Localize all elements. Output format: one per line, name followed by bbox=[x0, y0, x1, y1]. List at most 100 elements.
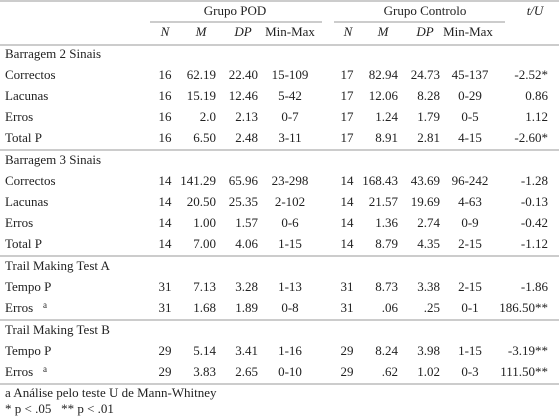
cell: -1.86 bbox=[521, 279, 549, 294]
cell: 1.12 bbox=[525, 109, 548, 124]
footnote: a Análise pelo teste U de Mann-Whitney bbox=[5, 385, 217, 400]
cell: 16 bbox=[159, 130, 173, 145]
cell: 15.19 bbox=[187, 88, 216, 103]
cell: 141.29 bbox=[180, 173, 216, 188]
row-label: Erros bbox=[5, 300, 33, 315]
cell: 14 bbox=[159, 236, 173, 251]
cell: 29 bbox=[159, 343, 172, 358]
column-header: N bbox=[343, 24, 354, 39]
cell: 0.86 bbox=[525, 88, 548, 103]
cell: 43.69 bbox=[411, 173, 440, 188]
cell: 14 bbox=[159, 194, 173, 209]
row-label: Total P bbox=[5, 130, 42, 145]
cell: 17 bbox=[341, 109, 355, 124]
cell: .62 bbox=[382, 364, 398, 379]
cell: 0-3 bbox=[461, 364, 478, 379]
cell: 2-102 bbox=[275, 194, 305, 209]
cell: 111.50** bbox=[500, 364, 548, 379]
cell: 186.50** bbox=[499, 300, 548, 315]
cell: 12.46 bbox=[229, 88, 259, 103]
column-header: DP bbox=[415, 24, 433, 39]
row-label: Erros bbox=[5, 215, 33, 230]
cell: 16 bbox=[159, 67, 173, 82]
cell: 3-11 bbox=[278, 130, 301, 145]
cell: -3.19** bbox=[508, 343, 548, 358]
cell: -1.28 bbox=[521, 173, 548, 188]
cell: 2.48 bbox=[235, 130, 258, 145]
cell: 16 bbox=[159, 88, 173, 103]
cell: 31 bbox=[341, 279, 354, 294]
column-header: M bbox=[195, 24, 208, 39]
cell: -1.12 bbox=[521, 236, 548, 251]
cell: 14 bbox=[159, 173, 173, 188]
cell: 8.79 bbox=[375, 236, 398, 251]
cell: 5-42 bbox=[278, 88, 302, 103]
column-header: N bbox=[160, 24, 171, 39]
group-header: Grupo Controlo bbox=[384, 3, 467, 18]
cell: 14 bbox=[159, 215, 173, 230]
cell: 0-8 bbox=[281, 300, 298, 315]
cell: 0-1 bbox=[461, 300, 478, 315]
row-label: Tempo P bbox=[5, 279, 51, 294]
cell: 4-63 bbox=[458, 194, 482, 209]
cell: 19.69 bbox=[411, 194, 440, 209]
section-title: Barragem 2 Sinais bbox=[5, 46, 101, 61]
cell: 1.89 bbox=[235, 300, 258, 315]
row-label: Correctos bbox=[5, 67, 56, 82]
row-label: Erros bbox=[5, 109, 33, 124]
cell: 8.28 bbox=[417, 88, 440, 103]
row-label: Lacunas bbox=[5, 88, 48, 103]
cell: 7.13 bbox=[193, 279, 216, 294]
cell: 62.19 bbox=[187, 67, 216, 82]
cell: 8.91 bbox=[375, 130, 398, 145]
cell: -2.52* bbox=[514, 67, 548, 82]
row-label: Lacunas bbox=[5, 194, 48, 209]
cell: 31 bbox=[159, 300, 172, 315]
cell: 17 bbox=[341, 88, 355, 103]
cell: 29 bbox=[341, 364, 354, 379]
cell: 1.79 bbox=[417, 109, 440, 124]
cell: 0-7 bbox=[281, 109, 299, 124]
cell: 2-15 bbox=[458, 236, 482, 251]
cell: 1.36 bbox=[375, 215, 398, 230]
cell: 4.35 bbox=[417, 236, 440, 251]
cell: 6.50 bbox=[193, 130, 216, 145]
cell: 2.74 bbox=[417, 215, 440, 230]
cell: 4.06 bbox=[235, 236, 258, 251]
cell: 82.94 bbox=[369, 67, 399, 82]
cell: 3.28 bbox=[235, 279, 258, 294]
column-header: M bbox=[377, 24, 390, 39]
cell: 17 bbox=[341, 67, 355, 82]
cell: -0.42 bbox=[521, 215, 548, 230]
cell: 14 bbox=[341, 173, 355, 188]
cell: 1-15 bbox=[278, 236, 302, 251]
cell: .06 bbox=[382, 300, 399, 315]
section-title: Trail Making Test A bbox=[5, 258, 111, 273]
cell: 2-15 bbox=[458, 279, 482, 294]
cell: 45-137 bbox=[452, 67, 489, 82]
cell: 24.73 bbox=[411, 67, 440, 82]
cell: 15-109 bbox=[272, 67, 309, 82]
cell: 2.65 bbox=[235, 364, 258, 379]
row-label: Tempo P bbox=[5, 343, 51, 358]
cell: 17 bbox=[341, 130, 355, 145]
cell: 31 bbox=[341, 300, 354, 315]
cell: 23-298 bbox=[272, 173, 309, 188]
cell: -0.13 bbox=[521, 194, 548, 209]
column-header: DP bbox=[233, 24, 251, 39]
cell: 5.14 bbox=[193, 343, 216, 358]
row-label: Total P bbox=[5, 236, 42, 251]
cell: 20.50 bbox=[187, 194, 216, 209]
cell: 168.43 bbox=[362, 173, 398, 188]
cell: 1.00 bbox=[193, 215, 216, 230]
cell: 0-5 bbox=[461, 109, 478, 124]
cell: 22.40 bbox=[229, 67, 258, 82]
cell: 2.81 bbox=[417, 130, 440, 145]
cell: 0-6 bbox=[281, 215, 299, 230]
cell: -2.60* bbox=[514, 130, 548, 145]
cell: 14 bbox=[341, 194, 355, 209]
cell: 96-242 bbox=[452, 173, 489, 188]
cell: 1.24 bbox=[375, 109, 398, 124]
